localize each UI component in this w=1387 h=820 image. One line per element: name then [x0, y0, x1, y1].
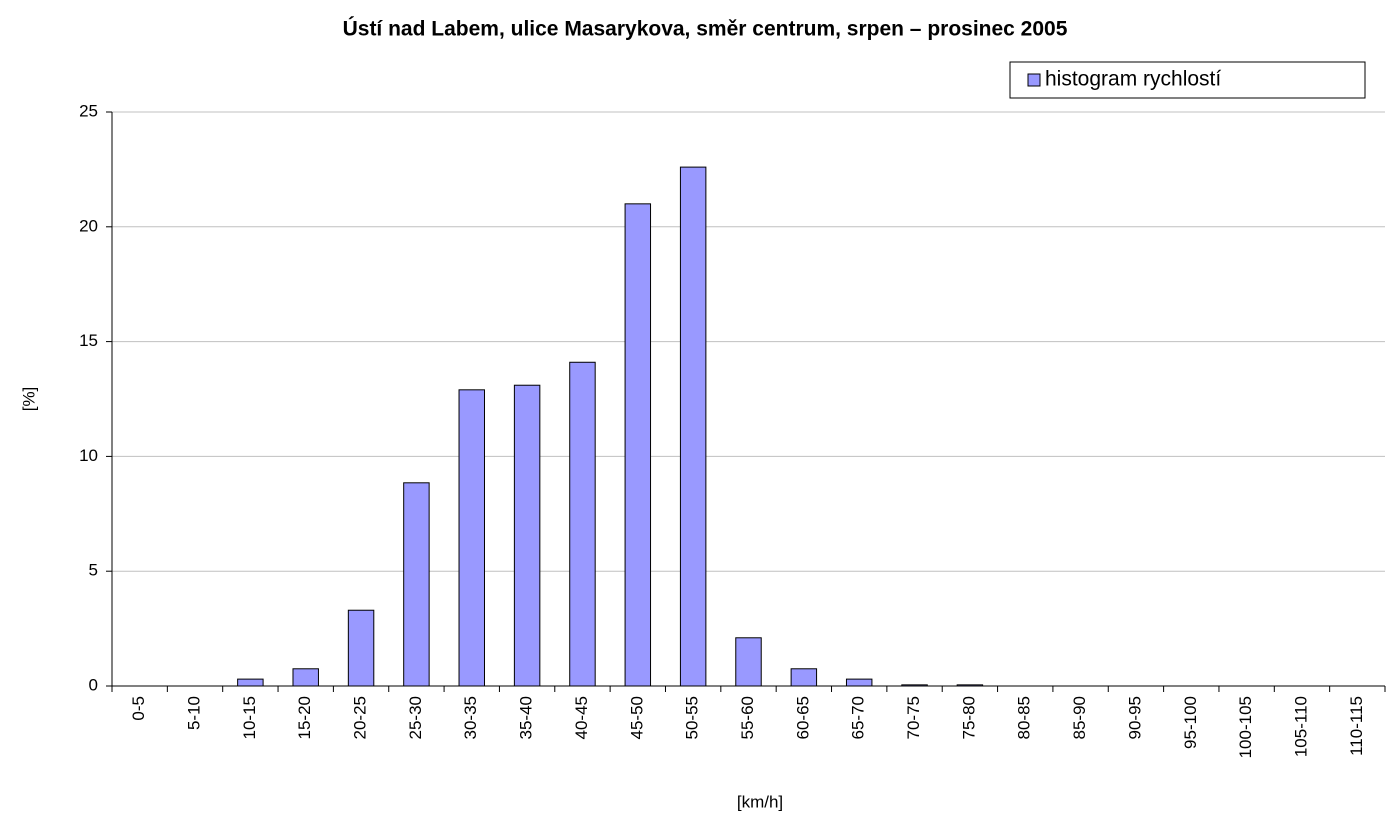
- x-tick-label: 80-85: [1015, 696, 1034, 739]
- y-tick-label: 10: [79, 446, 98, 465]
- x-tick-label: 15-20: [295, 696, 314, 739]
- bar: [403, 482, 430, 687]
- x-tick-label: 65-70: [849, 696, 868, 739]
- bar: [292, 668, 319, 687]
- y-axis-label: [%]: [19, 387, 38, 412]
- y-tick-label: 25: [79, 101, 98, 120]
- y-tick-label: 15: [79, 331, 98, 350]
- bar: [845, 678, 873, 687]
- y-tick-label: 20: [79, 216, 98, 235]
- bar: [679, 166, 707, 687]
- bar: [347, 609, 375, 687]
- bar: [790, 668, 818, 687]
- x-tick-label: 95-100: [1181, 696, 1200, 749]
- bar: [237, 678, 264, 687]
- legend-label: histogram rychlostí: [1045, 68, 1221, 91]
- bar: [956, 684, 984, 687]
- bar: [513, 384, 541, 687]
- x-tick-label: 75-80: [959, 696, 978, 739]
- x-tick-label: 35-40: [517, 696, 536, 739]
- x-tick-label: 70-75: [904, 696, 923, 739]
- x-tick-label: 25-30: [406, 696, 425, 739]
- bar: [901, 684, 928, 687]
- legend-box: [1009, 61, 1366, 99]
- x-tick-label: 55-60: [738, 696, 757, 739]
- x-tick-label: 60-65: [793, 696, 812, 739]
- x-tick-label: 100-105: [1236, 696, 1255, 758]
- bar: [624, 203, 652, 687]
- x-tick-label: 50-55: [683, 696, 702, 739]
- legend-swatch: [1027, 73, 1041, 87]
- x-tick-label: 45-50: [627, 696, 646, 739]
- x-tick-label: 85-90: [1070, 696, 1089, 739]
- x-tick-label: 105-110: [1291, 696, 1310, 757]
- x-tick-label: 5-10: [185, 696, 204, 730]
- y-tick-label: 5: [89, 561, 98, 580]
- x-tick-label: 30-35: [461, 696, 480, 739]
- bar: [735, 637, 762, 687]
- y-tick-label: 0: [89, 675, 98, 694]
- x-tick-label: 110-115: [1347, 696, 1366, 756]
- bar: [569, 361, 596, 687]
- x-tick-label: 0-5: [129, 696, 148, 721]
- bar: [458, 389, 485, 687]
- x-tick-label: 40-45: [572, 696, 591, 739]
- x-axis-label: [km/h]: [737, 792, 783, 811]
- x-tick-label: 20-25: [351, 696, 370, 739]
- x-tick-label: 10-15: [240, 696, 259, 739]
- x-tick-label: 90-95: [1125, 696, 1144, 739]
- chart-title: Ústí nad Labem, ulice Masarykova, směr c…: [343, 17, 1068, 41]
